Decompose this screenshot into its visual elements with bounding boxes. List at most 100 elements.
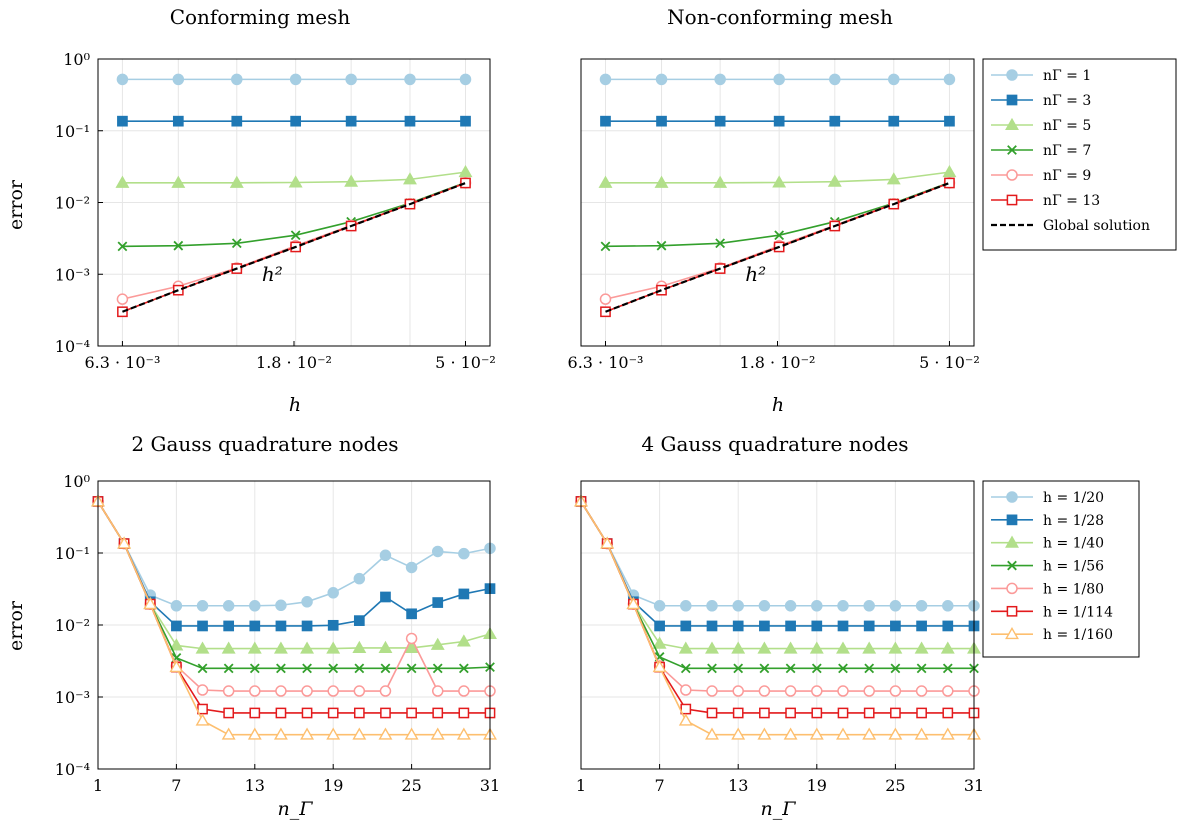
- data-point: [430, 637, 445, 650]
- data-point: [345, 115, 357, 127]
- x-axis-label: n_Γ: [278, 798, 314, 820]
- chart-title: 2 Gauss quadrature nodes: [131, 432, 398, 456]
- data-point: [837, 685, 849, 697]
- x-tick-label: 7: [655, 776, 665, 795]
- data-point: [458, 707, 470, 719]
- data-point: [247, 727, 262, 740]
- data-point: [379, 685, 392, 697]
- data-point: [942, 164, 957, 178]
- data-point: [275, 685, 287, 697]
- y-tick-label: 10⁻²: [55, 616, 90, 635]
- series-line-1: [97, 501, 491, 627]
- data-point: [195, 713, 210, 726]
- data-point: [300, 641, 315, 654]
- data-point: [836, 641, 850, 654]
- data-point: [940, 727, 955, 740]
- data-point: [143, 596, 158, 610]
- data-point: [811, 600, 823, 612]
- data-point: [829, 115, 841, 127]
- data-point: [785, 707, 796, 719]
- data-point: [863, 685, 875, 697]
- data-point: [862, 641, 877, 654]
- data-point: [732, 620, 744, 632]
- data-point: [654, 620, 665, 632]
- data-point: [326, 727, 341, 740]
- data-point: [458, 663, 469, 674]
- data-point: [652, 659, 667, 673]
- data-point: [809, 641, 824, 654]
- data-point: [169, 659, 184, 673]
- data-point: [171, 620, 182, 632]
- data-point: [914, 727, 929, 740]
- data-point: [944, 115, 955, 127]
- series-line-2: [97, 501, 491, 650]
- data-point: [273, 727, 288, 740]
- data-point: [231, 115, 243, 127]
- data-point: [732, 707, 744, 719]
- data-point: [326, 641, 341, 654]
- data-point: [863, 600, 875, 612]
- data-point: [837, 620, 849, 632]
- data-point: [380, 663, 391, 674]
- y-tick-label: 10⁻⁴: [55, 760, 90, 779]
- data-point: [352, 640, 367, 653]
- data-point: [889, 685, 902, 697]
- legend-label: h = 1/40: [1043, 536, 1104, 552]
- legend-item: nΓ = 1: [991, 68, 1091, 84]
- legend-label: h = 1/20: [1043, 490, 1104, 506]
- panel-2-gauss-nodes: 2 Gauss quadrature nodes n_Γ error 10⁰ 10…: [5, 432, 500, 820]
- data-point: [757, 727, 772, 740]
- grid: [581, 58, 974, 347]
- x-tick-label: 7: [171, 776, 181, 795]
- data-point: [231, 238, 242, 249]
- legend-label: Global solution: [1043, 218, 1150, 234]
- data-point: [275, 599, 287, 612]
- x-tick-label: 19: [323, 776, 343, 795]
- data-point: [249, 707, 261, 719]
- data-point: [759, 620, 770, 632]
- data-point: [829, 73, 841, 86]
- data-point: [406, 608, 417, 620]
- data-point: [353, 707, 365, 719]
- data-point: [888, 641, 903, 654]
- legend-label: nΓ = 9: [1043, 168, 1091, 184]
- data-point: [680, 684, 692, 696]
- data-point: [406, 707, 417, 719]
- data-point: [328, 663, 339, 674]
- data-point: [353, 685, 366, 697]
- data-point: [886, 172, 901, 185]
- data-point: [459, 73, 472, 86]
- data-point: [378, 640, 393, 653]
- data-point: [432, 663, 443, 674]
- data-point: [231, 73, 243, 86]
- x-tick-label: 1.8 · 10⁻²: [740, 353, 816, 372]
- plot-frame: [580, 480, 975, 770]
- data-point: [327, 587, 339, 599]
- series-line-0: [97, 501, 491, 607]
- data-point: [915, 600, 928, 612]
- data-point: [600, 115, 611, 127]
- grid: [97, 480, 491, 770]
- data-point: [706, 685, 718, 697]
- data-point: [600, 241, 611, 252]
- legend-item: nΓ = 7: [991, 143, 1091, 159]
- data-point: [680, 663, 691, 674]
- data-point: [837, 600, 849, 612]
- data-point: [115, 175, 130, 188]
- data-point: [811, 620, 823, 632]
- data-point: [406, 663, 417, 674]
- legend-item: h = 1/80: [991, 581, 1104, 597]
- data-point: [173, 240, 184, 251]
- data-point: [300, 727, 315, 740]
- y-tick-label: 10⁻³: [55, 265, 90, 284]
- data-point: [785, 620, 796, 632]
- data-point: [172, 115, 184, 127]
- series-line-4: [580, 501, 974, 692]
- series-line-2: [580, 501, 974, 650]
- data-point: [655, 73, 668, 86]
- data-point: [116, 73, 129, 86]
- legend-label: h = 1/28: [1043, 513, 1104, 529]
- data-point: [942, 620, 954, 632]
- legend-item: nΓ = 5: [991, 117, 1091, 134]
- series-line-6: [605, 181, 950, 313]
